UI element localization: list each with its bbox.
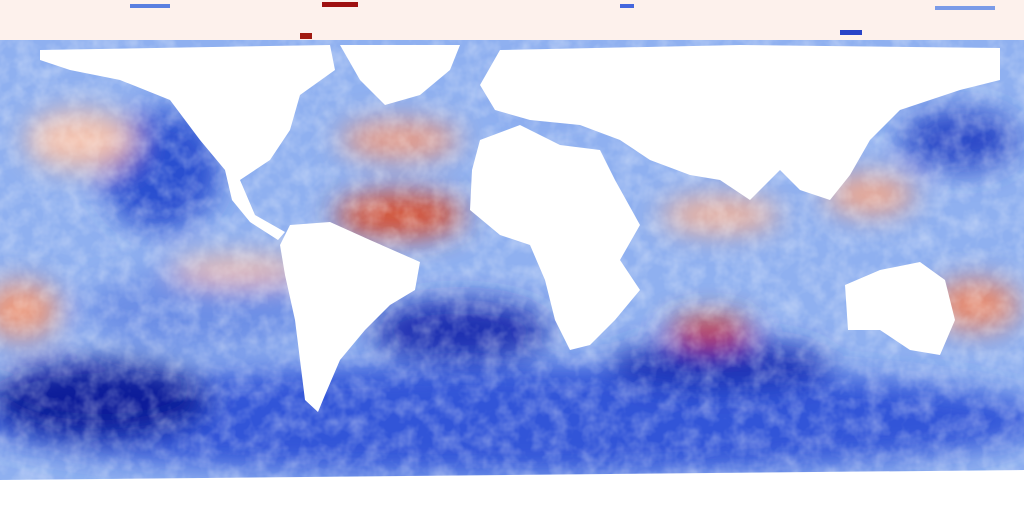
arctic-fragments [130,2,995,39]
ice-fragment [620,4,634,8]
madagascar [600,245,620,275]
greenland [340,45,460,105]
eurasia [480,45,1000,200]
arctic-strip [0,0,1024,45]
antarctica [0,470,1024,512]
ice-fragment [130,4,170,8]
africa [470,125,640,350]
south-america [280,222,420,412]
ice-fragment [935,6,995,10]
land [0,45,1024,512]
ocean-field [0,40,1024,480]
ice-fragment [322,2,358,7]
ice-fragment [300,33,312,39]
ice-fragment [840,30,862,35]
north-america [40,45,335,240]
australia [845,262,955,355]
